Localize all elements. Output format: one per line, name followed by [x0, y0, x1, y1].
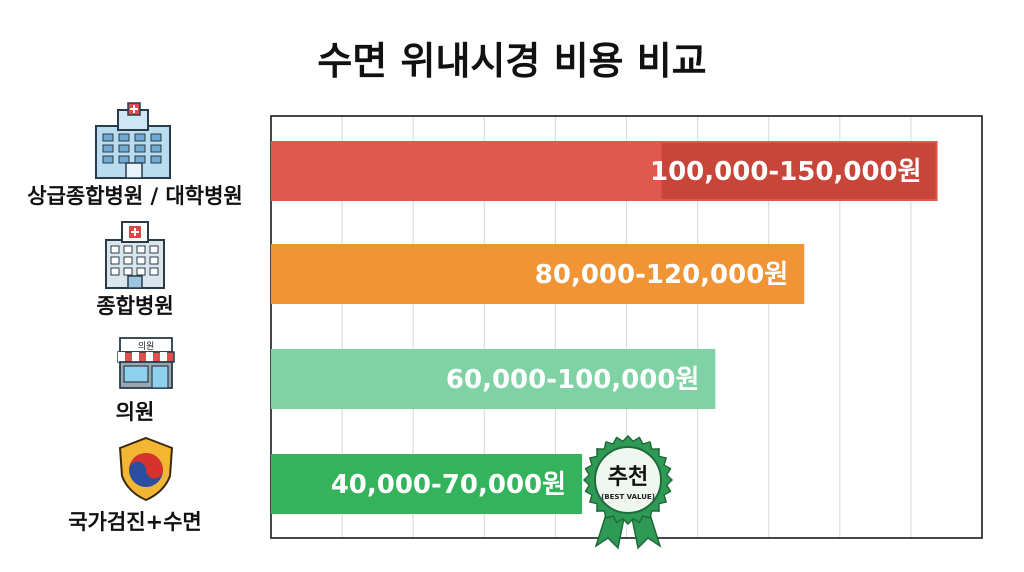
bar	[271, 244, 805, 304]
category-label: 의원	[115, 400, 155, 424]
bar	[271, 454, 583, 514]
best-value-badge: 추천 (BEST VALUE)	[582, 434, 674, 550]
category-label: 국가검진+수면	[68, 510, 202, 534]
chart-title: 수면 위내시경 비용 비교	[317, 39, 707, 83]
data-label: 100,000-150,000원	[650, 157, 922, 187]
hospital-icon	[105, 221, 165, 289]
data-label: 40,000-70,000원	[331, 470, 566, 500]
category-label: 상급종합병원 / 대학병원	[27, 184, 243, 208]
badge-subtitle: (BEST VALUE)	[601, 493, 655, 501]
svg-text:의원: 의원	[138, 341, 155, 352]
clinic-storefront-icon: 의원	[117, 337, 175, 389]
bar	[271, 349, 716, 409]
hospital-building-icon	[95, 102, 171, 179]
data-label: 80,000-120,000원	[535, 260, 788, 290]
category-label: 종합병원	[96, 294, 174, 318]
data-label-background	[661, 143, 936, 199]
national-shield-icon	[118, 436, 174, 502]
plot-frame	[270, 115, 983, 539]
data-label: 60,000-100,000원	[446, 365, 699, 395]
badge-title: 추천	[608, 465, 648, 490]
